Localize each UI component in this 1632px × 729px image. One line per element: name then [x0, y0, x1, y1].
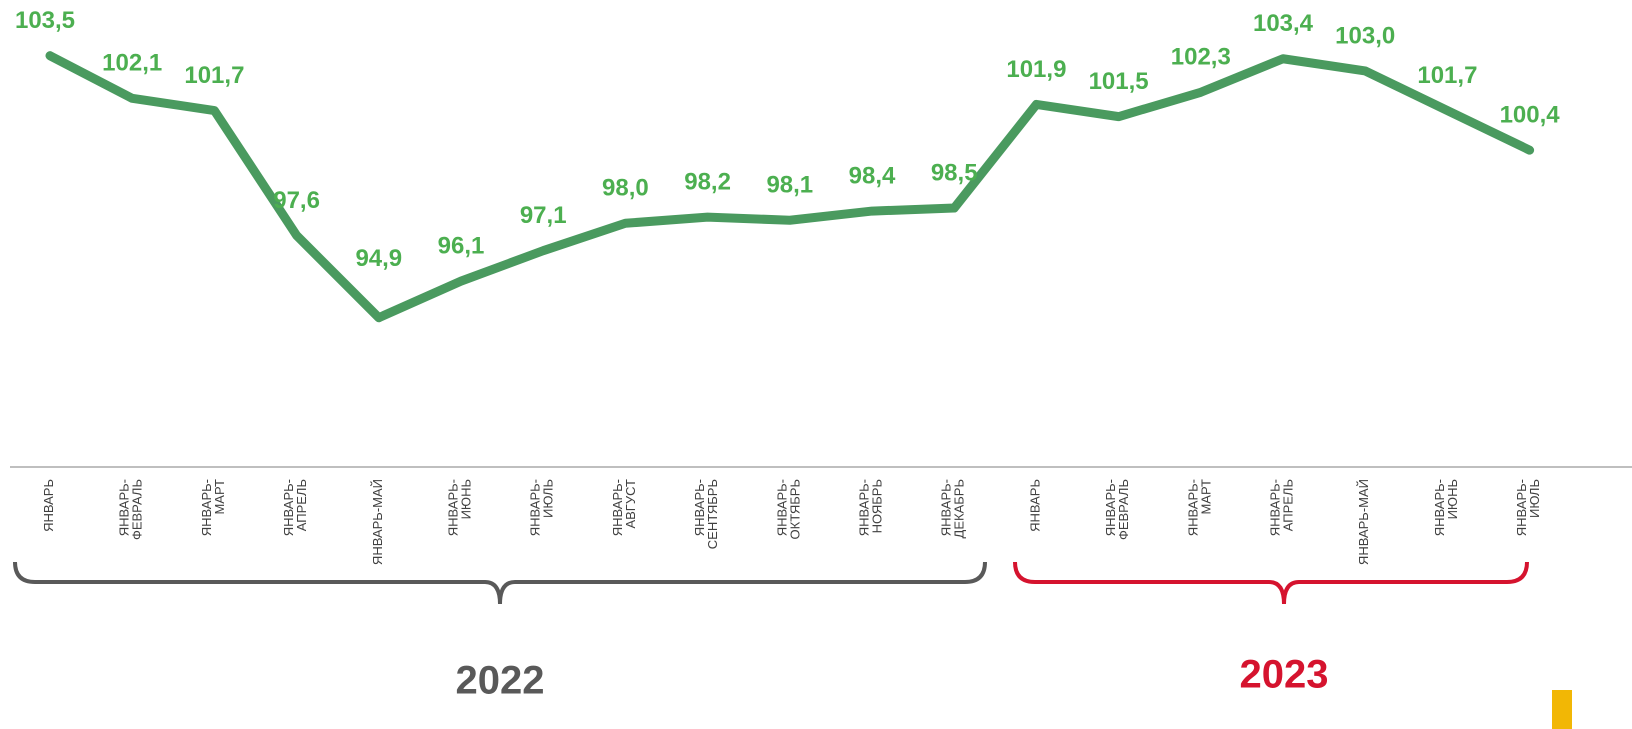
x-tick-label: ЯНВАРЬ-МАЙ	[1357, 479, 1372, 565]
x-tick-label: ЯНВАРЬ-ИЮНЬ	[1432, 479, 1460, 536]
x-tick-label: ЯНВАРЬ-АПРЕЛЬ	[282, 479, 310, 536]
group-brace	[1013, 561, 1529, 605]
x-tick-label: ЯНВАРЬ-МАРТ	[199, 479, 227, 536]
value-label: 98,1	[766, 172, 813, 199]
value-label: 101,9	[1006, 56, 1066, 83]
x-tick-label: ЯНВАРЬ-АПРЕЛЬ	[1268, 479, 1296, 536]
value-label: 102,1	[102, 50, 162, 77]
value-label: 101,7	[184, 62, 244, 89]
x-tick-label: ЯНВАРЬ-ИЮЛЬ	[1515, 479, 1543, 536]
value-label: 103,0	[1335, 22, 1395, 49]
x-tick-label: ЯНВАРЬ-СЕНТЯБРЬ	[693, 479, 721, 549]
value-label: 98,2	[684, 169, 731, 196]
line	[45, 51, 1535, 323]
x-tick-label: ЯНВАРЬ-НОЯБРЬ	[857, 479, 885, 536]
value-label: 96,1	[438, 232, 485, 259]
value-label: 98,0	[602, 175, 649, 202]
value-label: 97,1	[520, 202, 567, 229]
x-tick-label: ЯНВАРЬ	[41, 479, 56, 532]
value-label: 98,4	[849, 162, 896, 189]
x-tick-label: ЯНВАРЬ-МАРТ	[1186, 479, 1214, 536]
value-label: 103,5	[15, 7, 75, 34]
value-label: 102,3	[1171, 44, 1231, 71]
group-label: 2022	[456, 659, 545, 703]
value-label: 101,5	[1089, 68, 1149, 95]
x-tick-label: ЯНВАРЬ	[1028, 479, 1043, 532]
value-label: 97,6	[273, 187, 320, 214]
x-tick-label: ЯНВАРЬ-ИЮЛЬ	[528, 479, 556, 536]
value-label: 100,4	[1500, 101, 1561, 128]
x-tick-label: ЯНВАРЬ-ОКТЯБРЬ	[775, 479, 803, 539]
value-label: 101,7	[1417, 62, 1477, 89]
x-tick-label: ЯНВАРЬ-ФЕВРАЛЬ	[117, 479, 145, 540]
group-brace	[13, 561, 987, 605]
x-tick-label: ЯНВАРЬ-МАЙ	[370, 479, 385, 565]
value-label: 94,9	[355, 245, 402, 272]
x-tick-label: ЯНВАРЬ-ДЕКАБРЬ	[939, 479, 967, 538]
value-label: 103,4	[1253, 10, 1314, 37]
x-tick-label: ЯНВАРЬ-ФЕВРАЛЬ	[1104, 479, 1132, 540]
x-tick-label: ЯНВАРЬ-ИЮНЬ	[446, 479, 474, 536]
value-label: 98,5	[931, 159, 978, 186]
x-tick-label: ЯНВАРЬ-АВГУСТ	[610, 479, 638, 536]
decoration	[1552, 690, 1572, 729]
group-label: 2023	[1240, 653, 1329, 697]
